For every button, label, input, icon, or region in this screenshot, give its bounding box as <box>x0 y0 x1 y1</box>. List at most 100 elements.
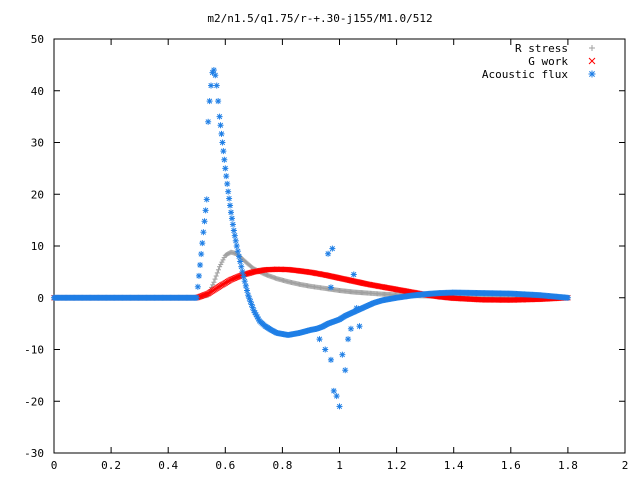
data-point-scatter <box>356 323 363 330</box>
data-point <box>200 229 207 236</box>
data-point <box>206 98 213 105</box>
series-layer <box>51 67 571 410</box>
data-point <box>215 267 221 273</box>
y-tick-label: 0 <box>37 292 44 305</box>
data-point <box>195 272 202 279</box>
data-point <box>208 82 215 89</box>
data-point-scatter <box>336 403 343 410</box>
data-point <box>216 113 223 120</box>
data-point <box>234 248 241 255</box>
data-point <box>222 165 229 172</box>
data-point <box>218 130 225 137</box>
data-point <box>238 263 245 270</box>
data-point <box>214 270 220 276</box>
plot-frame <box>53 38 626 454</box>
x-tick-label: 0.4 <box>158 459 178 472</box>
data-point-scatter <box>339 351 346 358</box>
data-point <box>229 221 236 228</box>
data-point <box>230 227 237 234</box>
data-point-scatter <box>330 387 337 394</box>
data-point <box>217 122 224 129</box>
data-point-scatter <box>316 336 323 343</box>
data-point <box>232 237 239 244</box>
x-tick-label: 2 <box>622 459 629 472</box>
y-tick-label: -20 <box>24 395 44 408</box>
data-point <box>219 139 226 146</box>
data-point-scatter <box>342 367 349 374</box>
data-point <box>193 294 200 301</box>
data-point <box>242 282 249 289</box>
legend-marker <box>588 57 596 65</box>
y-tick-label: 30 <box>31 137 44 150</box>
y-tick-label: -30 <box>24 447 44 460</box>
data-point <box>199 240 206 247</box>
legend-label: R stress <box>515 42 568 55</box>
data-point <box>210 67 217 74</box>
data-point-scatter <box>329 245 336 252</box>
data-point <box>210 282 216 288</box>
data-point <box>197 261 204 268</box>
x-tick-label: 1.4 <box>444 459 464 472</box>
data-point <box>224 180 231 187</box>
x-tick-label: 1.8 <box>558 459 578 472</box>
data-point <box>220 148 227 155</box>
y-tick-label: 40 <box>31 85 44 98</box>
data-point-scatter <box>327 284 334 291</box>
data-point <box>228 209 235 216</box>
data-point <box>221 156 228 163</box>
data-point-scatter <box>347 325 354 332</box>
data-point <box>239 268 246 275</box>
data-point <box>212 72 219 79</box>
data-point <box>564 294 571 301</box>
x-tick-label: 1 <box>336 459 343 472</box>
data-point <box>202 207 209 214</box>
data-point <box>213 273 219 279</box>
x-tick-label: 1.6 <box>501 459 521 472</box>
data-point <box>211 279 217 285</box>
data-point <box>220 257 226 263</box>
data-point-scatter <box>345 336 352 343</box>
data-point <box>241 278 248 285</box>
data-point-scatter <box>353 305 360 312</box>
x-tick-label: 1.2 <box>387 459 407 472</box>
legend-label: Acoustic flux <box>482 68 568 81</box>
legend-marker <box>588 70 596 78</box>
data-point <box>194 283 201 290</box>
data-point <box>219 259 225 265</box>
data-point-scatter <box>325 250 332 257</box>
data-point <box>243 287 250 294</box>
data-point-scatter <box>350 271 357 278</box>
data-point <box>205 118 212 125</box>
data-point-scatter <box>327 356 334 363</box>
x-tick-label: 0.2 <box>101 459 121 472</box>
data-point <box>240 273 247 280</box>
data-point <box>215 98 222 105</box>
data-point <box>218 261 224 267</box>
y-axis: -30 -20 -10 0 10 20 30 40 50 <box>24 33 625 460</box>
y-tick-label: -10 <box>24 344 44 357</box>
series-acoustic-flux <box>51 67 571 410</box>
x-tick-label: 0 <box>51 459 58 472</box>
legend-label: G work <box>528 55 568 68</box>
data-point <box>225 188 232 195</box>
legend-marker <box>589 45 595 51</box>
data-point <box>236 253 243 260</box>
x-tick-label: 0.6 <box>215 459 235 472</box>
data-point <box>226 195 233 202</box>
data-point <box>203 196 210 203</box>
data-point <box>231 232 238 239</box>
data-point <box>223 173 230 180</box>
data-point-scatter <box>333 393 340 400</box>
data-point <box>212 276 218 282</box>
y-tick-label: 10 <box>31 240 44 253</box>
data-point <box>213 82 220 89</box>
y-tick-label: 50 <box>31 33 44 46</box>
data-point <box>228 215 235 222</box>
data-point <box>201 218 208 225</box>
y-tick-label: 20 <box>31 188 44 201</box>
data-point <box>217 264 223 270</box>
data-point <box>233 243 240 249</box>
x-axis: 0 0.2 0.4 0.6 0.8 1 1.2 1.4 1.6 1.8 2 <box>51 39 629 472</box>
data-point <box>227 202 234 209</box>
